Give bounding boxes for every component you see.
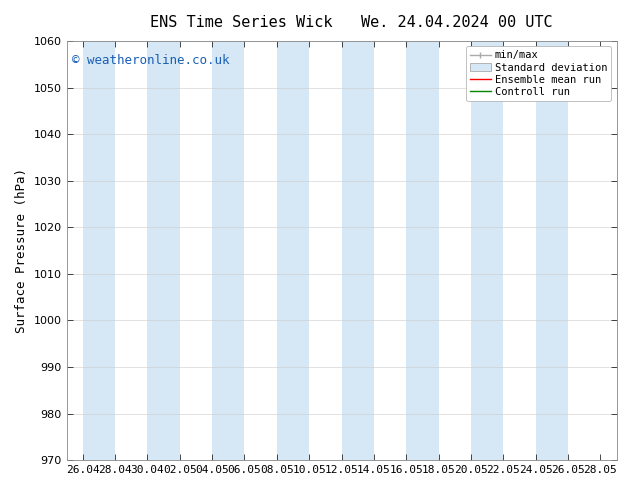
Bar (148, 41, 180, 460)
Bar (212, 41, 245, 460)
Y-axis label: Surface Pressure (hPa): Surface Pressure (hPa) (15, 168, 28, 333)
Bar (406, 41, 439, 460)
Bar (471, 41, 503, 460)
Legend: min/max, Standard deviation, Ensemble mean run, Controll run: min/max, Standard deviation, Ensemble me… (465, 46, 611, 101)
Bar (82, 41, 115, 460)
Text: © weatheronline.co.uk: © weatheronline.co.uk (72, 53, 230, 67)
Bar (536, 41, 568, 460)
Text: We. 24.04.2024 00 UTC: We. 24.04.2024 00 UTC (361, 15, 552, 30)
Bar (342, 41, 374, 460)
Bar (277, 41, 309, 460)
Text: ENS Time Series Wick: ENS Time Series Wick (150, 15, 332, 30)
